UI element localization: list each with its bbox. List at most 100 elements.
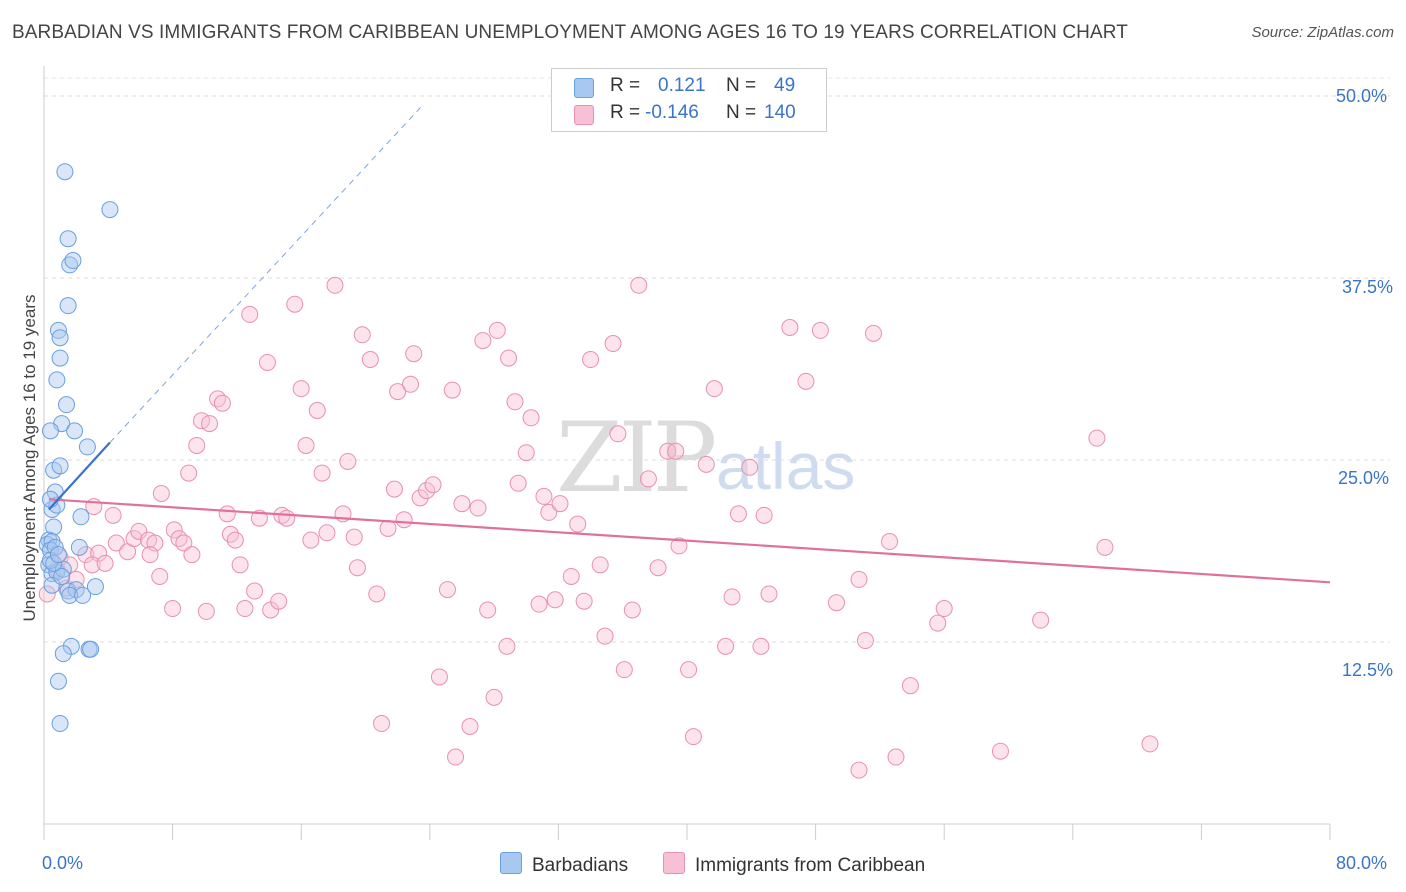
caribbean-point <box>609 425 627 443</box>
caribbean-point <box>562 567 580 585</box>
barbadian-point <box>43 576 61 594</box>
caribbean-point <box>175 534 193 552</box>
barbadian-point <box>59 230 77 248</box>
barbadian-point <box>54 645 72 663</box>
chart-title: BARBADIAN VS IMMIGRANTS FROM CARIBBEAN U… <box>12 22 1128 43</box>
caribbean-point <box>797 372 815 390</box>
caribbean-point <box>887 748 905 766</box>
legend-n-value: 140 <box>764 102 796 123</box>
caribbean-points <box>38 276 1159 779</box>
barbadian-point <box>53 567 71 585</box>
caribbean-point <box>667 442 685 460</box>
caribbean-point <box>96 554 114 572</box>
caribbean-point <box>395 511 413 529</box>
legend-r-value: 0.121 <box>658 75 706 96</box>
barbadian-point <box>58 396 76 414</box>
caribbean-point <box>1032 611 1050 629</box>
caribbean-point <box>379 519 397 537</box>
caribbean-point <box>488 321 506 339</box>
caribbean-point <box>402 375 420 393</box>
legend-row-caribbean: R = -0.146 N = 140 <box>552 102 824 128</box>
caribbean-point <box>509 474 527 492</box>
caribbean-point <box>373 715 391 733</box>
barbadian-trend-line <box>48 441 111 511</box>
caribbean-point <box>856 632 874 650</box>
caribbean-point <box>389 383 407 401</box>
legend-item-barbadians: Barbadians <box>500 852 628 877</box>
trend-lines <box>48 105 1331 584</box>
source-credit: Source: ZipAtlas.com <box>1251 24 1394 41</box>
caribbean-point <box>297 436 315 454</box>
x-min-label: 0.0% <box>42 853 84 873</box>
caribbean-point <box>151 567 169 585</box>
legend-swatch <box>663 852 685 874</box>
caribbean-point <box>241 305 259 323</box>
legend-label: Immigrants from Caribbean <box>695 855 926 876</box>
legend-n-value: 49 <box>774 75 796 96</box>
caribbean-point <box>680 661 698 679</box>
caribbean-point <box>517 444 535 462</box>
caribbean-point <box>438 581 456 599</box>
caribbean-point <box>540 503 558 521</box>
caribbean-point <box>474 332 492 350</box>
legend-item-caribbean: Immigrants from Caribbean <box>663 852 925 877</box>
barbadian-point <box>49 672 67 690</box>
caribbean-point <box>361 351 379 369</box>
legend-swatch <box>574 78 594 98</box>
caribbean-point <box>781 319 799 337</box>
caribbean-point <box>811 321 829 339</box>
y-tick-label: 37.5% <box>1342 277 1394 297</box>
barbadian-point <box>74 586 92 604</box>
barbadian-point <box>86 578 104 596</box>
y-tick-label: 12.5% <box>1342 660 1394 680</box>
caribbean-point <box>596 627 614 645</box>
caribbean-point <box>104 506 122 524</box>
caribbean-point <box>246 582 264 600</box>
caribbean-point <box>649 559 667 577</box>
caribbean-point <box>1096 538 1114 556</box>
caribbean-point <box>461 717 479 735</box>
caribbean-point <box>345 528 363 546</box>
barbadian-point <box>51 715 69 733</box>
barbadian-point <box>59 297 77 315</box>
caribbean-point <box>615 661 633 679</box>
legend-row-barbadians: R = 0.121 N = 49 <box>552 75 824 101</box>
caribbean-point <box>850 570 868 588</box>
caribbean-point <box>741 458 759 476</box>
caribbean-point <box>752 637 770 655</box>
caribbean-point <box>929 614 947 632</box>
caribbean-point <box>684 728 702 746</box>
caribbean-point <box>755 506 773 524</box>
caribbean-point <box>302 531 320 549</box>
watermark-zip: ZIP <box>556 402 717 514</box>
caribbean-point <box>67 570 85 588</box>
barbadian-point <box>45 554 63 572</box>
caribbean-point <box>717 637 735 655</box>
caribbean-point <box>850 761 868 779</box>
caribbean-point <box>591 556 609 574</box>
caribbean-point <box>411 489 429 507</box>
caribbean-point <box>77 546 95 564</box>
caribbean-point <box>630 276 648 294</box>
caribbean-point <box>152 484 170 502</box>
legend-r-key: R = <box>610 75 641 96</box>
gridlines <box>44 77 1390 643</box>
caribbean-point <box>188 436 206 454</box>
caribbean-point <box>318 524 336 542</box>
axes <box>43 66 1331 840</box>
barbadian-point <box>67 581 85 599</box>
caribbean-point <box>447 748 465 766</box>
caribbean-point <box>485 688 503 706</box>
legend-swatch <box>500 852 522 874</box>
caribbean-point <box>201 415 219 433</box>
caribbean-point <box>1088 429 1106 447</box>
caribbean-point <box>180 464 198 482</box>
caribbean-point <box>130 522 148 540</box>
legend-n-key: N = <box>726 102 757 123</box>
caribbean-point <box>546 591 564 609</box>
caribbean-point <box>991 742 1009 760</box>
barbadian-point <box>82 640 100 658</box>
caribbean-point <box>551 495 569 513</box>
watermark-atlas: atlas <box>716 429 856 503</box>
